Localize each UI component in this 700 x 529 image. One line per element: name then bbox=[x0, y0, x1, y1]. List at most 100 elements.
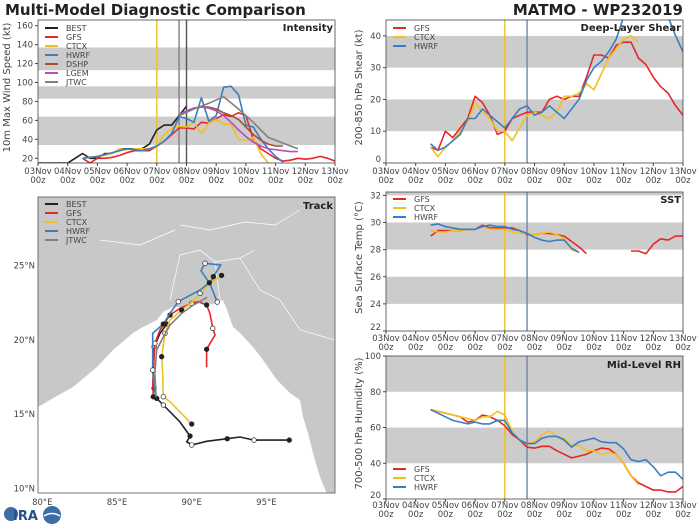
track-marker-best bbox=[189, 443, 194, 448]
x-tick-sublabel: 00z bbox=[60, 176, 76, 186]
x-tick-sublabel: 00z bbox=[675, 510, 691, 520]
x-tick-sublabel: 00z bbox=[557, 176, 573, 186]
y-tick-label: 100 bbox=[17, 79, 33, 89]
y-tick-label: 80 bbox=[370, 388, 381, 398]
x-tick-sublabel: 00z bbox=[438, 343, 454, 353]
x-tick-sublabel: 00z bbox=[586, 176, 602, 186]
panel-title: Track bbox=[303, 201, 333, 212]
y-tick-label: 22 bbox=[370, 323, 381, 333]
x-tick-sublabel: 00z bbox=[586, 510, 602, 520]
gray-band bbox=[386, 428, 683, 464]
x-tick-sublabel: 00z bbox=[616, 343, 632, 353]
x-tick-sublabel: 00z bbox=[646, 176, 662, 186]
y-tick-label: 26 bbox=[370, 273, 381, 283]
track-marker-best bbox=[225, 436, 230, 441]
page-title: Multi-Model Diagnostic Comparison bbox=[5, 1, 306, 19]
track-marker-hwrf bbox=[215, 300, 220, 305]
lat-tick-label: 25°N bbox=[14, 262, 35, 272]
legend-label-hwrf: HWRF bbox=[414, 42, 438, 51]
x-tick-sublabel: 00z bbox=[209, 176, 225, 186]
y-tick-label: 20 bbox=[370, 491, 381, 501]
y-tick-label: 100 bbox=[365, 352, 381, 362]
track-marker-hwrf bbox=[176, 299, 181, 304]
y-tick-label: 40 bbox=[370, 32, 381, 42]
x-tick-sublabel: 00z bbox=[119, 176, 135, 186]
y-tick-label: 80 bbox=[22, 97, 33, 107]
legend-label-lgem: LGEM bbox=[66, 69, 89, 78]
y-tick-label: 40 bbox=[22, 135, 33, 145]
x-tick-sublabel: 00z bbox=[327, 176, 343, 186]
legend-label-dshp: DSHP bbox=[66, 60, 88, 69]
x-tick-sublabel: 00z bbox=[378, 176, 394, 186]
x-tick-sublabel: 00z bbox=[557, 510, 573, 520]
x-tick-sublabel: 00z bbox=[408, 176, 424, 186]
legend-label-ctcx: CTCX bbox=[66, 42, 88, 51]
y-axis-label: Sea Surface Temp (°C) bbox=[354, 201, 365, 314]
y-tick-label: 28 bbox=[370, 246, 381, 256]
x-tick-sublabel: 00z bbox=[438, 510, 454, 520]
x-tick-sublabel: 00z bbox=[467, 176, 483, 186]
sst-panel: 03Nov00z04Nov00z05Nov00z06Nov00z07Nov00z… bbox=[354, 182, 697, 353]
track-marker-hwrf bbox=[207, 280, 212, 285]
track-marker-ctcx bbox=[189, 422, 194, 427]
x-tick-sublabel: 00z bbox=[467, 343, 483, 353]
y-tick-label: 40 bbox=[370, 459, 381, 469]
y-tick-label: 60 bbox=[370, 424, 381, 434]
x-tick-sublabel: 00z bbox=[646, 343, 662, 353]
x-tick-sublabel: 00z bbox=[557, 343, 573, 353]
legend-label-best: BEST bbox=[66, 200, 87, 209]
x-tick-sublabel: 00z bbox=[298, 176, 314, 186]
track-marker-gfs bbox=[204, 347, 209, 352]
storm-title: MATMO - WP232019 bbox=[513, 1, 683, 19]
lat-tick-label: 15°N bbox=[14, 410, 35, 420]
track-marker-hwrf bbox=[211, 274, 216, 279]
panel-title: Intensity bbox=[283, 23, 334, 34]
track-marker-gfs bbox=[210, 326, 215, 331]
y-tick-label: 20 bbox=[370, 95, 381, 105]
gray-band bbox=[386, 277, 683, 304]
x-tick-sublabel: 00z bbox=[646, 510, 662, 520]
legend-label-jtwc: JTWC bbox=[65, 236, 87, 245]
track-marker-best bbox=[188, 434, 193, 439]
x-tick-sublabel: 00z bbox=[149, 176, 165, 186]
y-axis-label: 200-850 hPa Shear (kt) bbox=[354, 29, 365, 145]
logo-lettering: IRA bbox=[13, 509, 38, 524]
shear-panel: 03Nov00z04Nov00z05Nov00z06Nov00z07Nov00z… bbox=[354, 0, 697, 186]
y-tick-label: 30 bbox=[370, 219, 381, 229]
legend-label-gfs: GFS bbox=[66, 33, 82, 42]
x-tick-sublabel: 00z bbox=[675, 176, 691, 186]
lon-tick-label: 90°E bbox=[181, 498, 201, 508]
x-tick-sublabel: 00z bbox=[616, 176, 632, 186]
legend-label-hwrf: HWRF bbox=[66, 227, 90, 236]
lon-tick-label: 95°E bbox=[256, 498, 276, 508]
panel-title: Mid-Level RH bbox=[607, 360, 681, 371]
x-tick-sublabel: 00z bbox=[675, 343, 691, 353]
track-marker-hwrf bbox=[161, 322, 166, 327]
intensity-panel: 03Nov00z04Nov00z05Nov00z06Nov00z07Nov00z… bbox=[2, 20, 349, 186]
x-tick-sublabel: 00z bbox=[268, 176, 284, 186]
legend-label-ctcx: CTCX bbox=[66, 218, 88, 227]
track-marker-gfs bbox=[204, 303, 209, 308]
track-marker-best bbox=[252, 438, 257, 443]
y-tick-label: 160 bbox=[17, 22, 33, 32]
legend-label-ctcx: CTCX bbox=[414, 474, 436, 483]
legend-label-gfs: GFS bbox=[414, 24, 430, 33]
x-tick-sublabel: 00z bbox=[527, 176, 543, 186]
panel-title: Deep-Layer Shear bbox=[581, 23, 682, 34]
panel-title: SST bbox=[660, 195, 681, 206]
y-tick-label: 20 bbox=[22, 154, 33, 164]
legend-label-gfs: GFS bbox=[414, 195, 430, 204]
track-marker-ctcx bbox=[161, 394, 166, 399]
panels: 03Nov00z04Nov00z05Nov00z06Nov00z07Nov00z… bbox=[2, 0, 697, 520]
legend-label-hwrf: HWRF bbox=[66, 51, 90, 60]
legend-label-ctcx: CTCX bbox=[414, 204, 436, 213]
x-tick-sublabel: 00z bbox=[30, 176, 46, 186]
track-marker-best bbox=[287, 438, 292, 443]
track-marker-hwrf bbox=[203, 261, 208, 266]
legend-label-ctcx: CTCX bbox=[414, 33, 436, 42]
y-tick-label: 32 bbox=[370, 191, 381, 201]
legend-label-best: BEST bbox=[66, 24, 87, 33]
y-axis-label: 10m Max Wind Speed (kt) bbox=[2, 22, 13, 152]
